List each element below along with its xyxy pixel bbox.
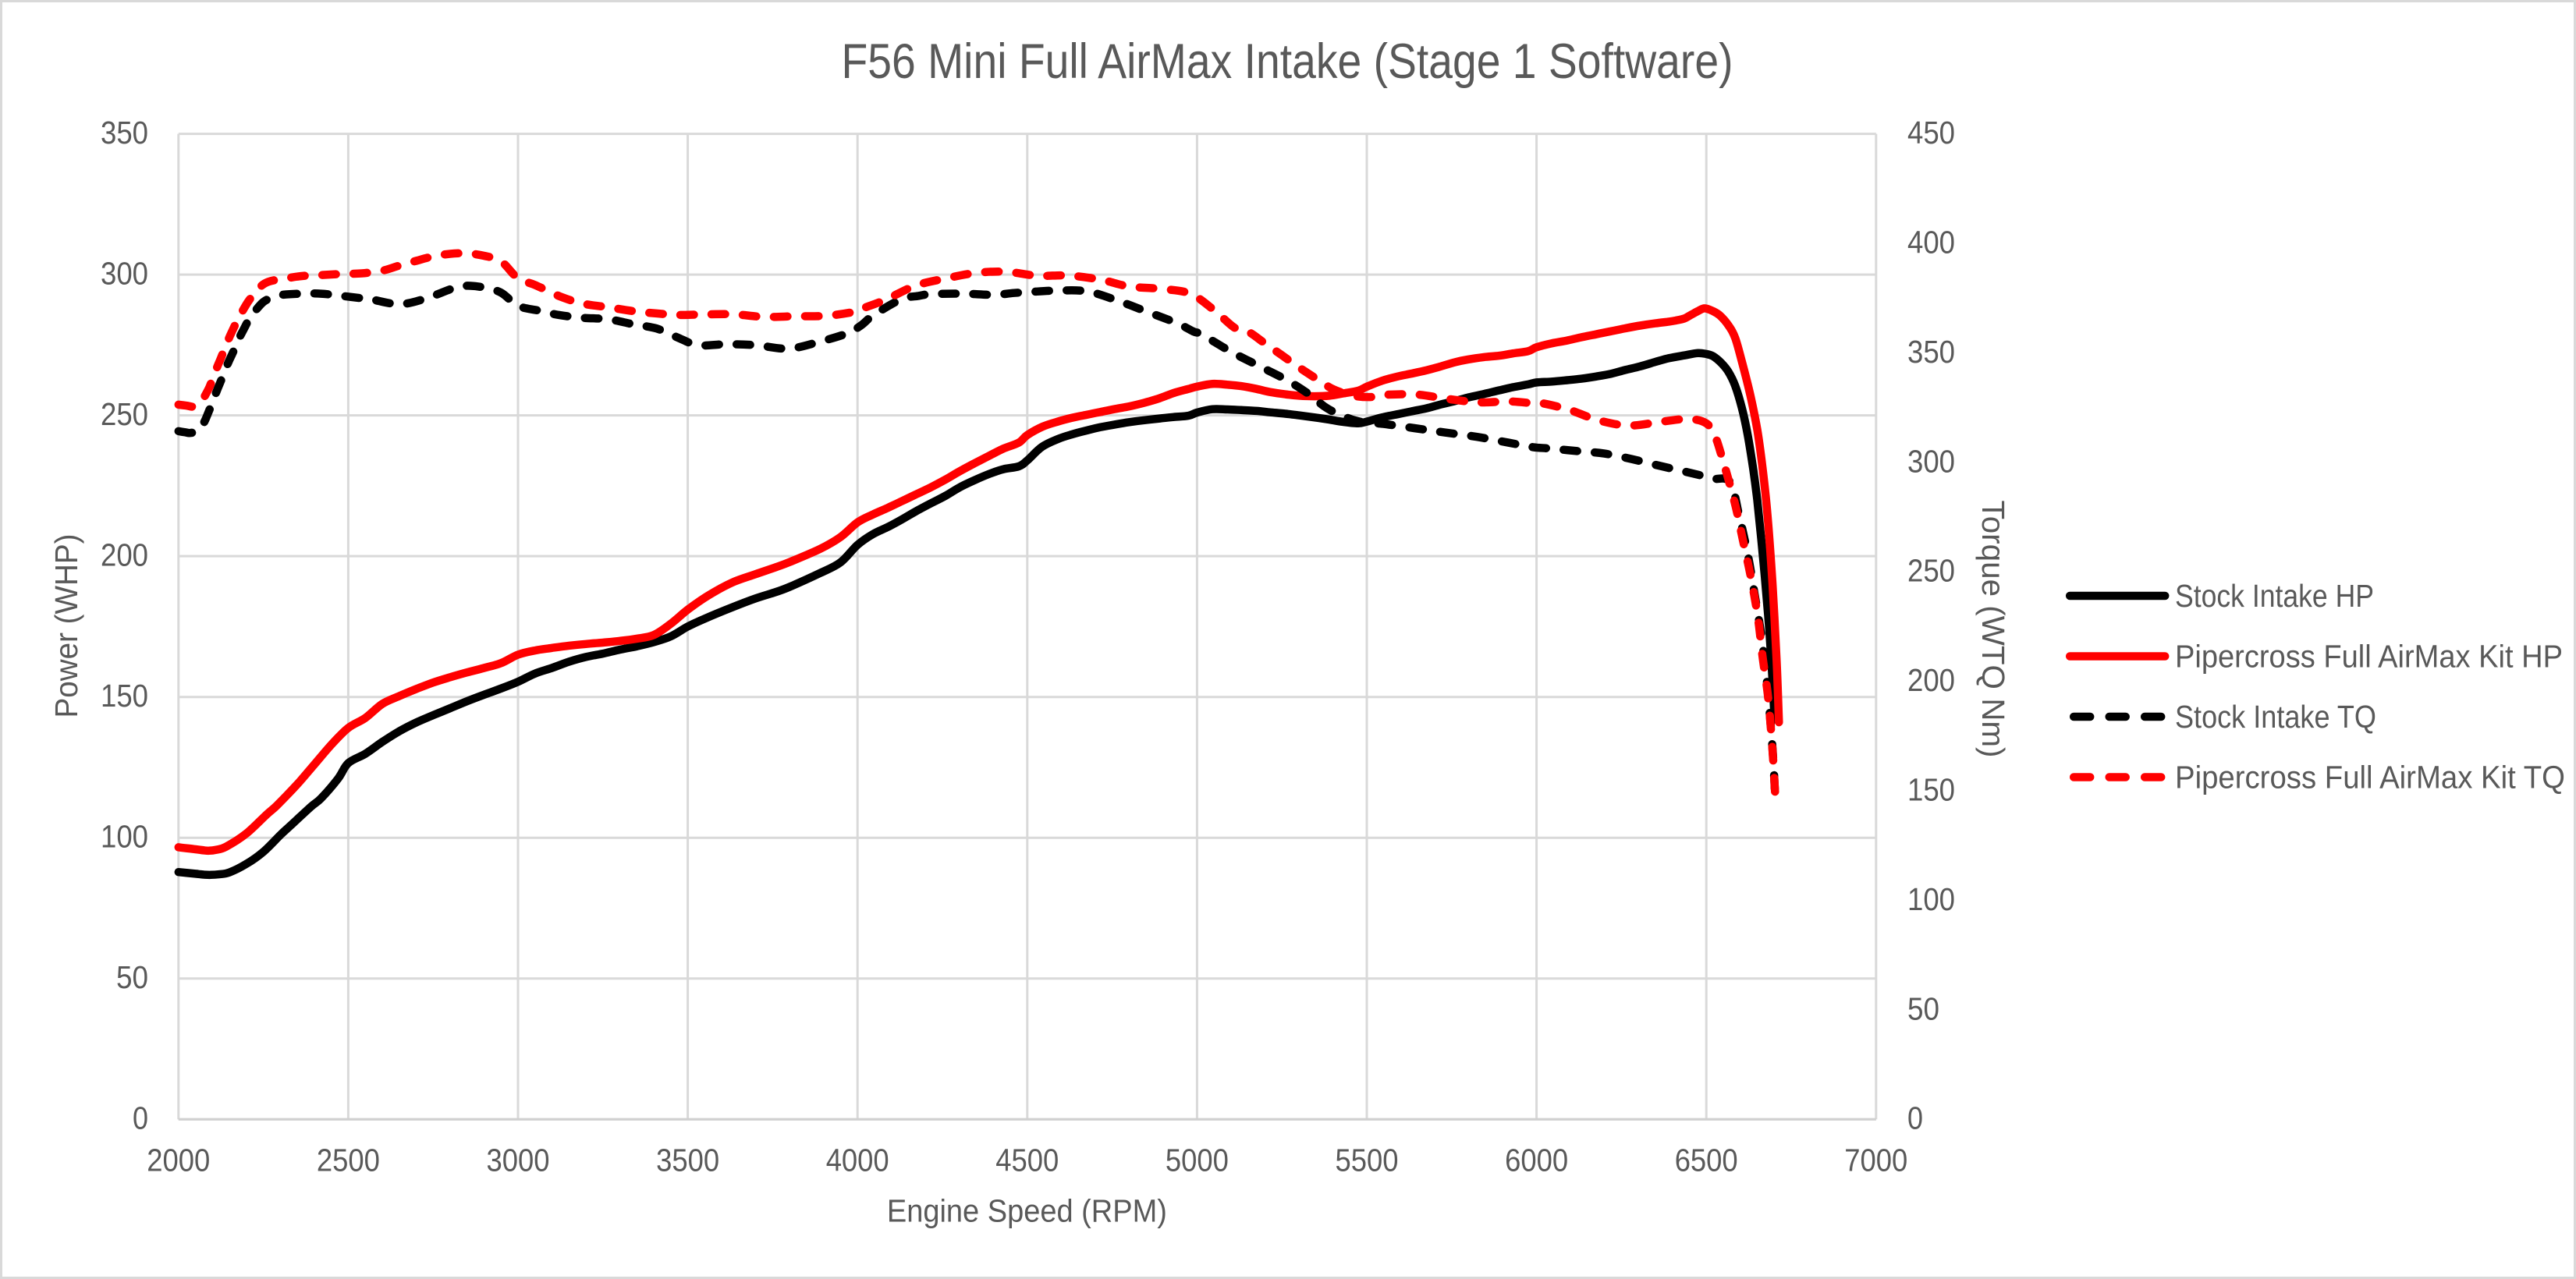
svg-text:50: 50 (116, 959, 148, 995)
svg-text:0: 0 (133, 1100, 148, 1136)
svg-text:Torque (WTQ Nm): Torque (WTQ Nm) (1975, 501, 2011, 758)
svg-text:2500: 2500 (317, 1143, 380, 1178)
svg-text:5000: 5000 (1166, 1143, 1229, 1178)
svg-text:Stock Intake TQ: Stock Intake TQ (2175, 699, 2376, 735)
svg-text:2000: 2000 (147, 1143, 210, 1178)
svg-text:F56 Mini Full AirMax Intake (S: F56 Mini Full AirMax Intake (Stage 1 Sof… (842, 34, 1733, 89)
svg-text:6500: 6500 (1675, 1143, 1738, 1178)
svg-text:Pipercross Full AirMax Kit TQ: Pipercross Full AirMax Kit TQ (2175, 760, 2565, 795)
svg-text:50: 50 (1907, 990, 1939, 1026)
svg-text:150: 150 (1907, 772, 1955, 808)
svg-text:200: 200 (101, 537, 148, 573)
svg-text:450: 450 (1907, 115, 1955, 151)
svg-text:0: 0 (1907, 1100, 1923, 1136)
svg-text:3000: 3000 (487, 1143, 550, 1178)
svg-text:3500: 3500 (656, 1143, 719, 1178)
svg-text:6000: 6000 (1505, 1143, 1568, 1178)
svg-text:Engine Speed (RPM): Engine Speed (RPM) (887, 1193, 1167, 1229)
svg-text:Stock Intake HP: Stock Intake HP (2175, 578, 2374, 614)
svg-text:300: 300 (101, 256, 148, 292)
svg-text:Pipercross Full AirMax Kit HP: Pipercross Full AirMax Kit HP (2175, 639, 2563, 675)
svg-text:400: 400 (1907, 225, 1955, 260)
svg-text:7000: 7000 (1844, 1143, 1907, 1178)
svg-text:Power (WHP): Power (WHP) (48, 534, 84, 718)
svg-text:100: 100 (101, 819, 148, 855)
svg-text:300: 300 (1907, 443, 1955, 479)
svg-text:350: 350 (101, 115, 148, 151)
svg-text:350: 350 (1907, 334, 1955, 370)
svg-text:200: 200 (1907, 662, 1955, 698)
svg-text:4000: 4000 (826, 1143, 889, 1178)
svg-text:100: 100 (1907, 881, 1955, 917)
svg-text:150: 150 (101, 678, 148, 714)
svg-text:5500: 5500 (1336, 1143, 1399, 1178)
svg-text:250: 250 (1907, 553, 1955, 589)
svg-text:250: 250 (101, 396, 148, 432)
svg-text:4500: 4500 (995, 1143, 1059, 1178)
